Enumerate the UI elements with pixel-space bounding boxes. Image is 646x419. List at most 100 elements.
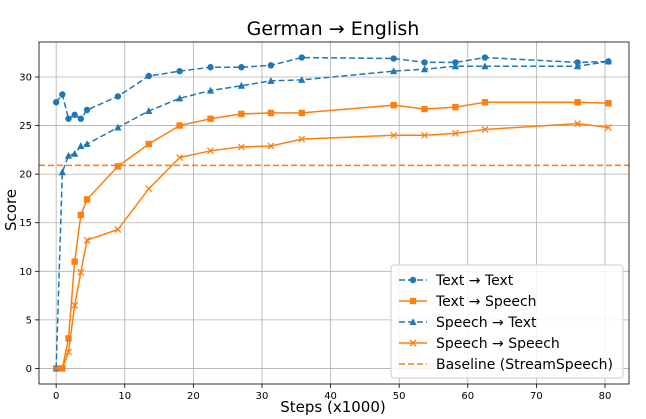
x-marker-stroke: [451, 129, 459, 137]
data-point: [176, 154, 184, 162]
data-point: [452, 103, 459, 111]
legend-entry-label: Text → Speech: [435, 294, 537, 310]
data-point: [77, 115, 85, 122]
series-text-text: [52, 54, 612, 122]
axis-ticks: 0 10 20 30 40 50 60 70 80 0 5 10 15 20 25 30: [19, 72, 611, 402]
legend-box: [390, 264, 624, 379]
data-point: [77, 142, 85, 149]
data-point: [145, 140, 152, 148]
data-point: [481, 125, 489, 133]
x-marker-stroke: [77, 268, 85, 276]
data-point: [237, 143, 245, 151]
series-layer: [52, 54, 613, 372]
data-point: [207, 147, 214, 155]
x-tick-label: 30: [256, 391, 269, 402]
data-point: [574, 120, 582, 128]
x-tick-label: 10: [118, 391, 131, 402]
data-point: [573, 62, 582, 70]
legend-entry-label: Speech → Speech: [436, 336, 560, 352]
y-tick-label: 30: [19, 72, 32, 83]
data-point: [176, 94, 184, 102]
x-marker-stroke: [145, 185, 153, 193]
x-tick-label: 80: [599, 391, 612, 402]
x-marker-stroke: [52, 364, 60, 372]
data-point: [238, 64, 245, 71]
data-point: [83, 236, 91, 244]
x-marker-stroke: [574, 120, 582, 128]
x-marker-stroke: [409, 339, 417, 347]
y-tick-label: 10: [19, 267, 32, 278]
data-point: [83, 196, 91, 203]
x-tick-label: 40: [324, 391, 337, 402]
data-point: [390, 67, 398, 75]
x-tick-label: 50: [393, 391, 406, 402]
x-marker-stroke: [604, 124, 612, 131]
data-point: [267, 109, 275, 117]
legend: Text → Text Text → Speech Speech → Text Spe…: [390, 264, 624, 379]
data-point: [65, 115, 72, 122]
data-point: [71, 258, 78, 265]
data-point: [481, 62, 489, 70]
data-point: [390, 55, 397, 62]
data-point: [83, 106, 91, 114]
data-point: [145, 72, 152, 80]
data-point: [604, 124, 612, 131]
x-marker-stroke: [83, 236, 91, 244]
data-point: [298, 76, 306, 83]
x-marker-stroke: [207, 147, 214, 155]
data-point: [65, 335, 72, 342]
data-point: [451, 129, 459, 137]
y-tick-label: 15: [19, 218, 32, 229]
chart-title: German → English: [247, 18, 420, 40]
data-point: [77, 211, 85, 219]
legend-marker: [409, 318, 417, 325]
data-point: [421, 131, 429, 139]
data-point: [176, 122, 183, 129]
x-marker-stroke: [267, 142, 275, 150]
data-point: [390, 131, 398, 139]
series-speech-text: [52, 57, 613, 372]
data-point: [421, 105, 428, 113]
data-point: [238, 110, 245, 118]
data-point: [267, 62, 275, 69]
data-point: [451, 62, 460, 70]
x-marker-stroke: [71, 301, 79, 309]
data-point: [77, 268, 85, 276]
data-point: [298, 54, 305, 61]
data-point: [71, 149, 79, 157]
x-marker-stroke: [58, 364, 66, 372]
data-point: [58, 364, 66, 372]
x-marker-stroke: [421, 131, 429, 139]
data-point: [420, 65, 429, 73]
legend-marker: [409, 276, 417, 284]
y-tick-label: 20: [19, 170, 32, 181]
data-point: [145, 185, 153, 193]
data-point: [71, 111, 78, 119]
series-speech-speech: [52, 120, 612, 372]
data-point: [114, 123, 122, 131]
y-tick-label: 0: [26, 364, 32, 375]
y-tick-label: 5: [26, 315, 32, 326]
x-tick-label: 20: [187, 391, 200, 402]
data-point: [481, 99, 489, 106]
data-point: [237, 81, 245, 89]
x-marker-stroke: [298, 135, 306, 143]
y-axis-label: Score: [2, 189, 20, 231]
legend-marker: [409, 297, 417, 305]
x-tick-label: 0: [53, 391, 59, 402]
y-tick-label: 25: [19, 121, 32, 132]
data-point: [421, 59, 428, 66]
data-point: [59, 91, 66, 98]
data-point: [58, 168, 66, 176]
data-point: [452, 59, 459, 66]
data-point: [64, 151, 73, 159]
data-point: [604, 57, 613, 65]
data-point: [145, 107, 153, 114]
x-marker-stroke: [481, 125, 489, 133]
x-marker-stroke: [114, 226, 122, 233]
data-point: [71, 301, 79, 309]
data-point: [114, 163, 122, 170]
data-point: [574, 59, 581, 66]
